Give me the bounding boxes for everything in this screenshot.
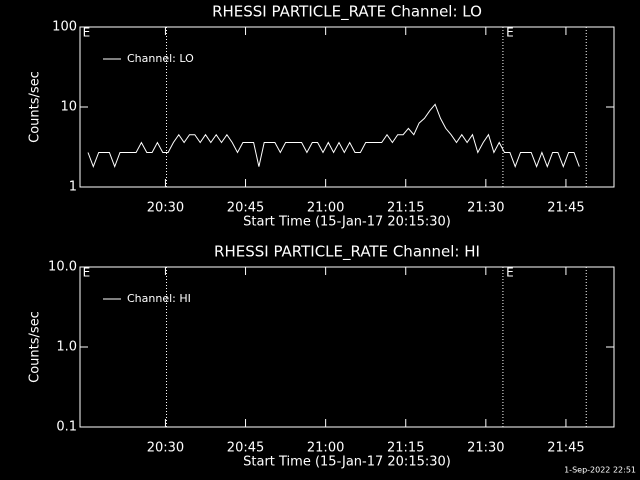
y-tick-label: 100 [52, 20, 77, 35]
y-tick-label: 10.0 [48, 260, 77, 275]
y-tick-label: 10 [60, 100, 77, 115]
annotation: E [83, 266, 91, 280]
x-tick-label: 21:00 [307, 441, 344, 456]
annotation: E [506, 26, 514, 40]
y-tick-label: 1 [69, 180, 77, 195]
x-tick-label: 21:45 [547, 201, 584, 216]
x-tick-label: 20:30 [147, 201, 184, 216]
plot-frame [79, 266, 615, 428]
x-axis-label: Start Time (15-Jan-17 20:15:30) [243, 215, 451, 230]
chart-title: RHESSI PARTICLE_RATE Channel: HI [214, 243, 480, 262]
x-tick-label: 20:45 [227, 441, 264, 456]
x-tick-label: 21:45 [547, 441, 584, 456]
chart-title: RHESSI PARTICLE_RATE Channel: LO [212, 3, 482, 22]
data-line [87, 103, 580, 169]
x-tick-label: 21:30 [467, 201, 504, 216]
y-tick-label: 1.0 [56, 340, 77, 355]
x-tick-label: 21:00 [307, 201, 344, 216]
annotation: E [83, 26, 91, 40]
y-tick-label: 0.1 [56, 420, 77, 435]
x-axis-label: Start Time (15-Jan-17 20:15:30) [243, 455, 451, 470]
x-tick-label: 20:45 [227, 201, 264, 216]
x-tick-label: 20:30 [147, 441, 184, 456]
annotation: E [506, 266, 514, 280]
legend-label: Channel: HI [127, 292, 191, 305]
y-axis-label: Counts/sec [28, 71, 43, 143]
x-tick-label: 21:15 [387, 441, 424, 456]
footer: 1-Sep-2022 22:51 [564, 466, 636, 475]
y-axis-label: Counts/sec [28, 311, 43, 383]
legend-label: Channel: LO [127, 52, 194, 65]
plot-frame [79, 26, 615, 188]
x-tick-label: 21:15 [387, 201, 424, 216]
x-tick-label: 21:30 [467, 441, 504, 456]
